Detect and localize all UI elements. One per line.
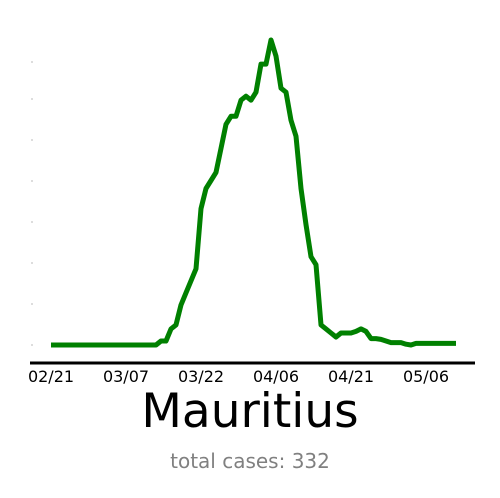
x-tick-label: 04/06 bbox=[253, 367, 299, 386]
y-axis-dot bbox=[31, 98, 33, 100]
series-line bbox=[51, 37, 456, 348]
x-tick-layer: 02/21 03/07 03/22 04/06 04/21 05/06 bbox=[28, 367, 449, 386]
y-axis-dot bbox=[31, 180, 33, 182]
x-tick-label: 03/07 bbox=[103, 367, 149, 386]
x-tick-label: 03/22 bbox=[178, 367, 224, 386]
y-axis-dot bbox=[31, 262, 33, 264]
chart-subtitle: total cases: 332 bbox=[170, 449, 330, 473]
y-axis-dot bbox=[31, 61, 33, 63]
series-layer bbox=[51, 37, 456, 348]
y-axis-dot bbox=[31, 344, 33, 346]
x-tick-label: 02/21 bbox=[28, 367, 74, 386]
x-tick-label: 05/06 bbox=[403, 367, 449, 386]
y-axis-dots bbox=[31, 61, 33, 346]
x-tick-label: 04/21 bbox=[328, 367, 374, 386]
chart-title: Mauritius bbox=[141, 384, 359, 439]
y-axis-dot bbox=[31, 303, 33, 305]
y-axis-dot bbox=[31, 139, 33, 141]
y-axis-dot bbox=[31, 221, 33, 223]
